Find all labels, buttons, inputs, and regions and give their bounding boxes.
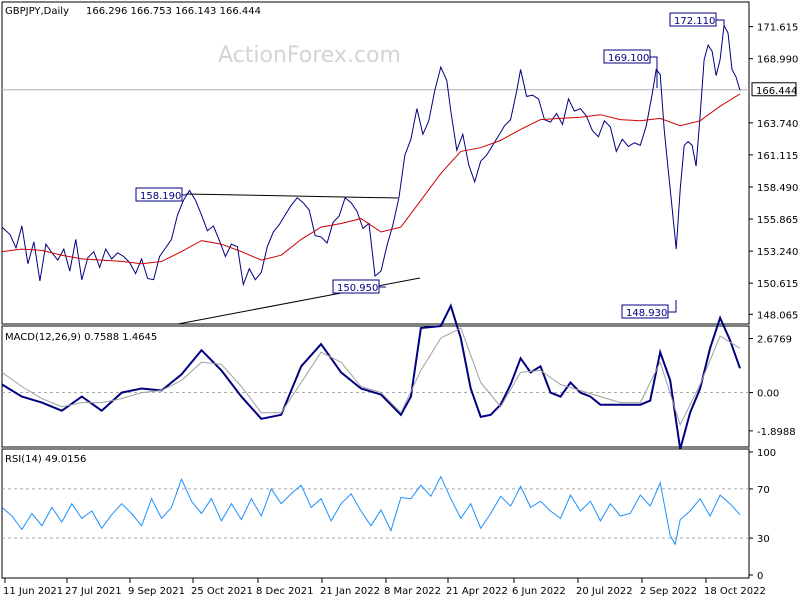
current-price-label: 166.444: [756, 86, 797, 97]
macd-series: [1, 303, 741, 450]
rsi-y-axis: 100 70 30 0: [749, 448, 776, 582]
rsi-levels: [2, 488, 749, 539]
trendline-top: [185, 193, 399, 199]
series-line-0-1: [1, 93, 741, 265]
x-axis: 11 Jun 2021 27 Jul 2021 9 Sep 2021 25 Oct 2…: [3, 578, 766, 597]
annotation-label: 148.930: [626, 308, 667, 319]
x-tick-label: 11 Jun 2021: [3, 586, 63, 597]
x-tick-label: 21 Jan 2022: [320, 586, 380, 597]
rsi-panel: [1, 448, 750, 579]
y-tick-label: 2.6769: [757, 335, 792, 346]
annotation-label: 169.100: [608, 53, 649, 64]
series-line-1-1: [1, 327, 741, 427]
series-line-0-0: [1, 23, 741, 287]
y-tick-label: 158.490: [757, 183, 798, 194]
price-ohlc: 166.296 166.753 166.143 166.444: [86, 6, 261, 17]
price-y-axis: 171.615 168.990 166.444 163.740 161.115 158.4…: [749, 23, 798, 321]
rsi-series: [1, 475, 741, 546]
annotation-connector: [716, 19, 725, 26]
x-tick-label: 8 Mar 2022: [384, 586, 441, 597]
y-tick-label: 70: [757, 485, 770, 496]
price-annotations: 158.190 150.950 172.110 169.100 148.930: [135, 12, 725, 319]
x-tick-label: 27 Jul 2021: [65, 586, 122, 597]
macd-panel: [1, 325, 750, 448]
current-price-box: [751, 82, 797, 97]
y-tick-label: 30: [757, 534, 770, 545]
watermark: ActionForex.com: [218, 43, 401, 68]
y-tick-label: 171.615: [757, 23, 798, 34]
x-tick-label: 20 Jul 2022: [576, 586, 633, 597]
y-tick-label: 161.115: [757, 151, 798, 162]
x-tick-label: 21 Apr 2022: [446, 586, 508, 597]
x-tick-label: 2 Sep 2022: [640, 586, 697, 597]
annotation-label: 150.950: [337, 283, 378, 294]
y-tick-label: 0: [757, 571, 763, 582]
x-tick-label: 25 Oct 2021: [191, 586, 253, 597]
series-line-1-0: [1, 303, 741, 450]
y-tick-label: 163.740: [757, 119, 798, 130]
y-tick-label: 100: [757, 448, 776, 459]
price-title: GBPJPY,Daily: [5, 6, 69, 17]
x-tick-label: 9 Sep 2021: [128, 586, 185, 597]
macd-y-axis: 2.6769 0.00 -1.8988: [749, 335, 796, 438]
series-line-2-0: [1, 475, 741, 546]
rsi-title: RSI(14) 49.0156: [5, 454, 86, 465]
y-tick-label: 155.865: [757, 215, 798, 226]
macd-title: MACD(12,26,9) 0.7588 1.4645: [5, 332, 157, 343]
annotation-label: 172.110: [674, 16, 715, 27]
y-tick-label: 150.615: [757, 279, 798, 290]
y-tick-label: -1.8988: [757, 427, 796, 438]
trendline-bottom: [177, 277, 421, 325]
x-tick-label: 6 Jun 2022: [512, 586, 566, 597]
y-tick-label: 168.990: [757, 55, 798, 66]
y-tick-label: 0.00: [757, 389, 779, 400]
annotation-connector: [668, 300, 677, 313]
annotation-connector: [650, 56, 658, 88]
y-tick-label: 153.240: [757, 247, 798, 258]
price-series: [1, 23, 741, 287]
x-tick-label: 8 Dec 2021: [256, 586, 314, 597]
annotation-label: 158.190: [140, 191, 181, 202]
x-tick-label: 18 Oct 2022: [704, 586, 766, 597]
y-tick-label: 148.065: [757, 310, 798, 321]
